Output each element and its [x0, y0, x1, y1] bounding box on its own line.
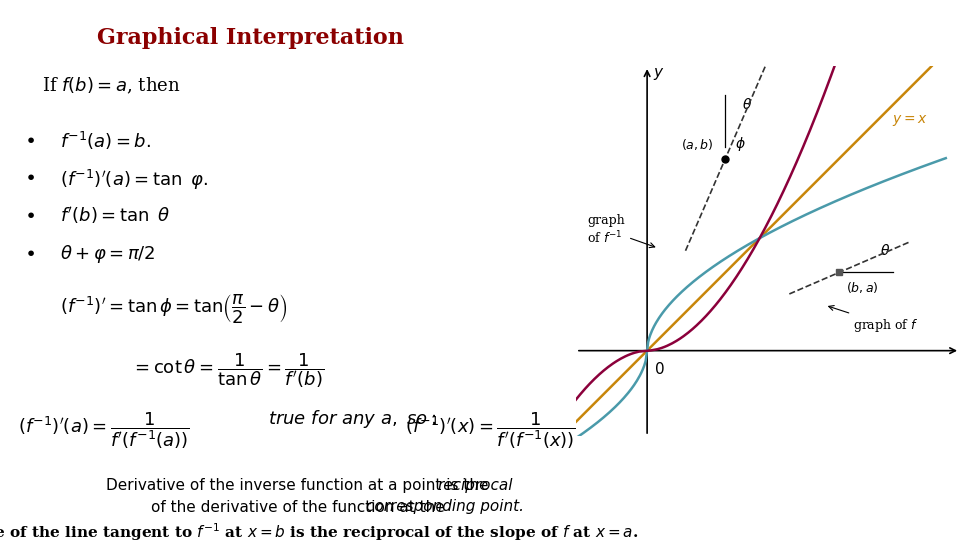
- Text: $\theta + \varphi = \pi/2$: $\theta + \varphi = \pi/2$: [60, 243, 155, 265]
- Text: Slope of the line tangent to $f^{-1}$ at $x=b$ is the reciprocal of the slope of: Slope of the line tangent to $f^{-1}$ at…: [0, 521, 638, 540]
- Text: $y$: $y$: [653, 66, 664, 82]
- Text: $(f^{-1})' = \tan\phi = \tan\!\left(\dfrac{\pi}{2} - \theta\right)$: $(f^{-1})' = \tan\phi = \tan\!\left(\dfr…: [60, 292, 287, 325]
- Text: Derivative of the inverse function at a point is the: Derivative of the inverse function at a …: [107, 478, 489, 493]
- Text: Graphical Interpretation: Graphical Interpretation: [97, 27, 403, 49]
- Text: $y = x$: $y = x$: [892, 113, 927, 128]
- Text: $f'(b) = \tan\ \theta$: $f'(b) = \tan\ \theta$: [60, 205, 170, 226]
- Text: $\theta$: $\theta$: [742, 97, 753, 112]
- Text: $(f^{-1})'(a) = \tan\ \varphi.$: $(f^{-1})'(a) = \tan\ \varphi.$: [60, 167, 207, 192]
- Text: $\bullet$: $\bullet$: [24, 167, 35, 185]
- Text: $\bullet$: $\bullet$: [24, 130, 35, 147]
- Text: $(f^{-1})'(a) = \dfrac{1}{f'(f^{-1}(a))}$: $(f^{-1})'(a) = \dfrac{1}{f'(f^{-1}(a))}…: [18, 410, 190, 451]
- Text: $true\ for\ any\ a,\ so:$: $true\ for\ any\ a,\ so:$: [268, 408, 436, 430]
- Text: graph
of $f^{-1}$: graph of $f^{-1}$: [588, 214, 655, 248]
- Text: $\theta$: $\theta$: [879, 243, 890, 258]
- Text: $(f^{-1})'(x) = \dfrac{1}{f'(f^{-1}(x))}$: $(f^{-1})'(x) = \dfrac{1}{f'(f^{-1}(x))}…: [405, 410, 576, 451]
- Text: $f^{-1}(a) = b.$: $f^{-1}(a) = b.$: [60, 130, 151, 152]
- Text: $(b, a)$: $(b, a)$: [846, 280, 879, 294]
- Text: reciprocal: reciprocal: [438, 478, 513, 493]
- Text: $= \cot\theta = \dfrac{1}{\tan\theta} = \dfrac{1}{f'(b)}$: $= \cot\theta = \dfrac{1}{\tan\theta} = …: [131, 351, 324, 390]
- Text: graph of $f$: graph of $f$: [828, 306, 919, 334]
- Text: $\bullet$: $\bullet$: [24, 205, 35, 223]
- Text: $0$: $0$: [654, 361, 665, 376]
- Text: If $f(b) = a$, then: If $f(b) = a$, then: [41, 76, 180, 96]
- Text: $(a, b)$: $(a, b)$: [682, 137, 714, 152]
- Text: corresponding point.: corresponding point.: [366, 500, 524, 515]
- Text: $\phi$: $\phi$: [735, 136, 746, 153]
- Text: $\bullet$: $\bullet$: [24, 243, 35, 261]
- Text: of the derivative of the function at the: of the derivative of the function at the: [151, 500, 444, 515]
